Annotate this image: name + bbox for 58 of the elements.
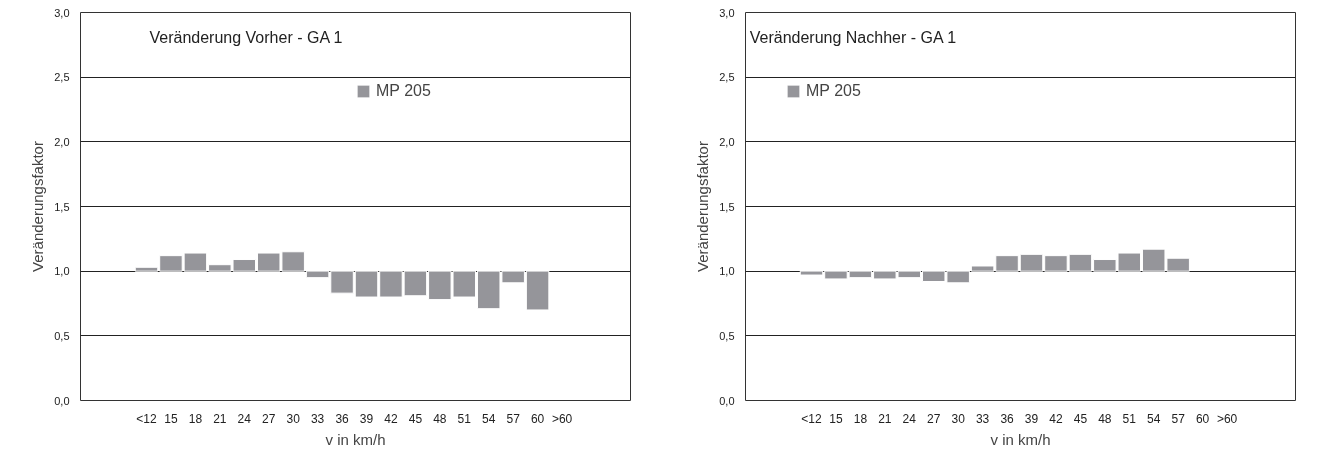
x-tick-label: 30 (286, 411, 301, 426)
x-tick-label: 54 (482, 411, 496, 426)
x-tick-label: 51 (457, 411, 472, 426)
x-tick-label: 60 (530, 411, 545, 426)
y-tick-label: 1,0 (719, 265, 735, 278)
y-tick-label: 1,5 (54, 200, 70, 213)
y-tick-label: 1,0 (54, 265, 70, 278)
y-tick-label: 0,0 (54, 394, 70, 407)
text: Veränderung Vorher - GA 1 (149, 29, 343, 47)
x-tick-label: >60 (1216, 411, 1238, 426)
x-tick-label: 15 (829, 411, 843, 426)
x-axis-title: v in km/h (325, 430, 386, 448)
x-tick-label: 24 (902, 411, 917, 426)
x-tick-label: 45 (408, 411, 423, 426)
x-tick-label: 57 (506, 411, 521, 426)
y-tick-label: 3,0 (719, 6, 735, 19)
x-tick-label: 21 (878, 411, 892, 426)
x-tick-label: 42 (384, 411, 398, 426)
y-tick-label: 3,0 (54, 6, 70, 19)
x-tick-label: 48 (433, 411, 447, 426)
legend-label: MP 205 (376, 82, 431, 100)
x-tick-label: 36 (335, 411, 350, 426)
x-tick-label: <12 (136, 411, 157, 426)
y-tick-label: 1,5 (719, 200, 735, 213)
y-tick-label: 2,0 (719, 135, 735, 148)
y-axis-title: Veränderungsfaktor (694, 141, 712, 272)
y-tick-label: 0,5 (719, 329, 735, 342)
x-tick-label: 18 (853, 411, 868, 426)
x-axis-title: v in km/h (990, 430, 1051, 448)
x-tick-label: 18 (188, 411, 203, 426)
x-tick-label: 36 (1000, 411, 1015, 426)
y-tick-label: 0,0 (719, 394, 735, 407)
x-tick-label: 33 (975, 411, 990, 426)
x-tick-label: 15 (164, 411, 178, 426)
text: Veränderung Nachher - GA 1 (749, 29, 957, 47)
y-tick-label: 2,5 (719, 71, 735, 84)
x-tick-label: 21 (213, 411, 227, 426)
x-tick-label: 57 (1171, 411, 1186, 426)
y-axis-title: Veränderungsfaktor (29, 141, 47, 272)
y-tick-label: 2,5 (54, 71, 70, 84)
x-tick-label: 27 (927, 411, 941, 426)
y-tick-label: 2,0 (54, 135, 70, 148)
x-tick-label: 39 (359, 411, 374, 426)
x-tick-label: >60 (551, 411, 573, 426)
x-tick-label: <12 (801, 411, 822, 426)
x-tick-label: 51 (1122, 411, 1137, 426)
x-tick-label: 30 (951, 411, 966, 426)
y-tick-label: 0,5 (54, 329, 70, 342)
x-tick-label: 48 (1098, 411, 1112, 426)
x-tick-label: 42 (1049, 411, 1063, 426)
x-tick-label: 39 (1024, 411, 1039, 426)
x-tick-label: 60 (1195, 411, 1210, 426)
x-tick-label: 27 (262, 411, 276, 426)
x-tick-label: 33 (310, 411, 325, 426)
x-tick-label: 54 (1147, 411, 1161, 426)
x-tick-label: 24 (237, 411, 252, 426)
x-tick-label: 45 (1073, 411, 1088, 426)
legend-label: MP 205 (806, 82, 861, 100)
